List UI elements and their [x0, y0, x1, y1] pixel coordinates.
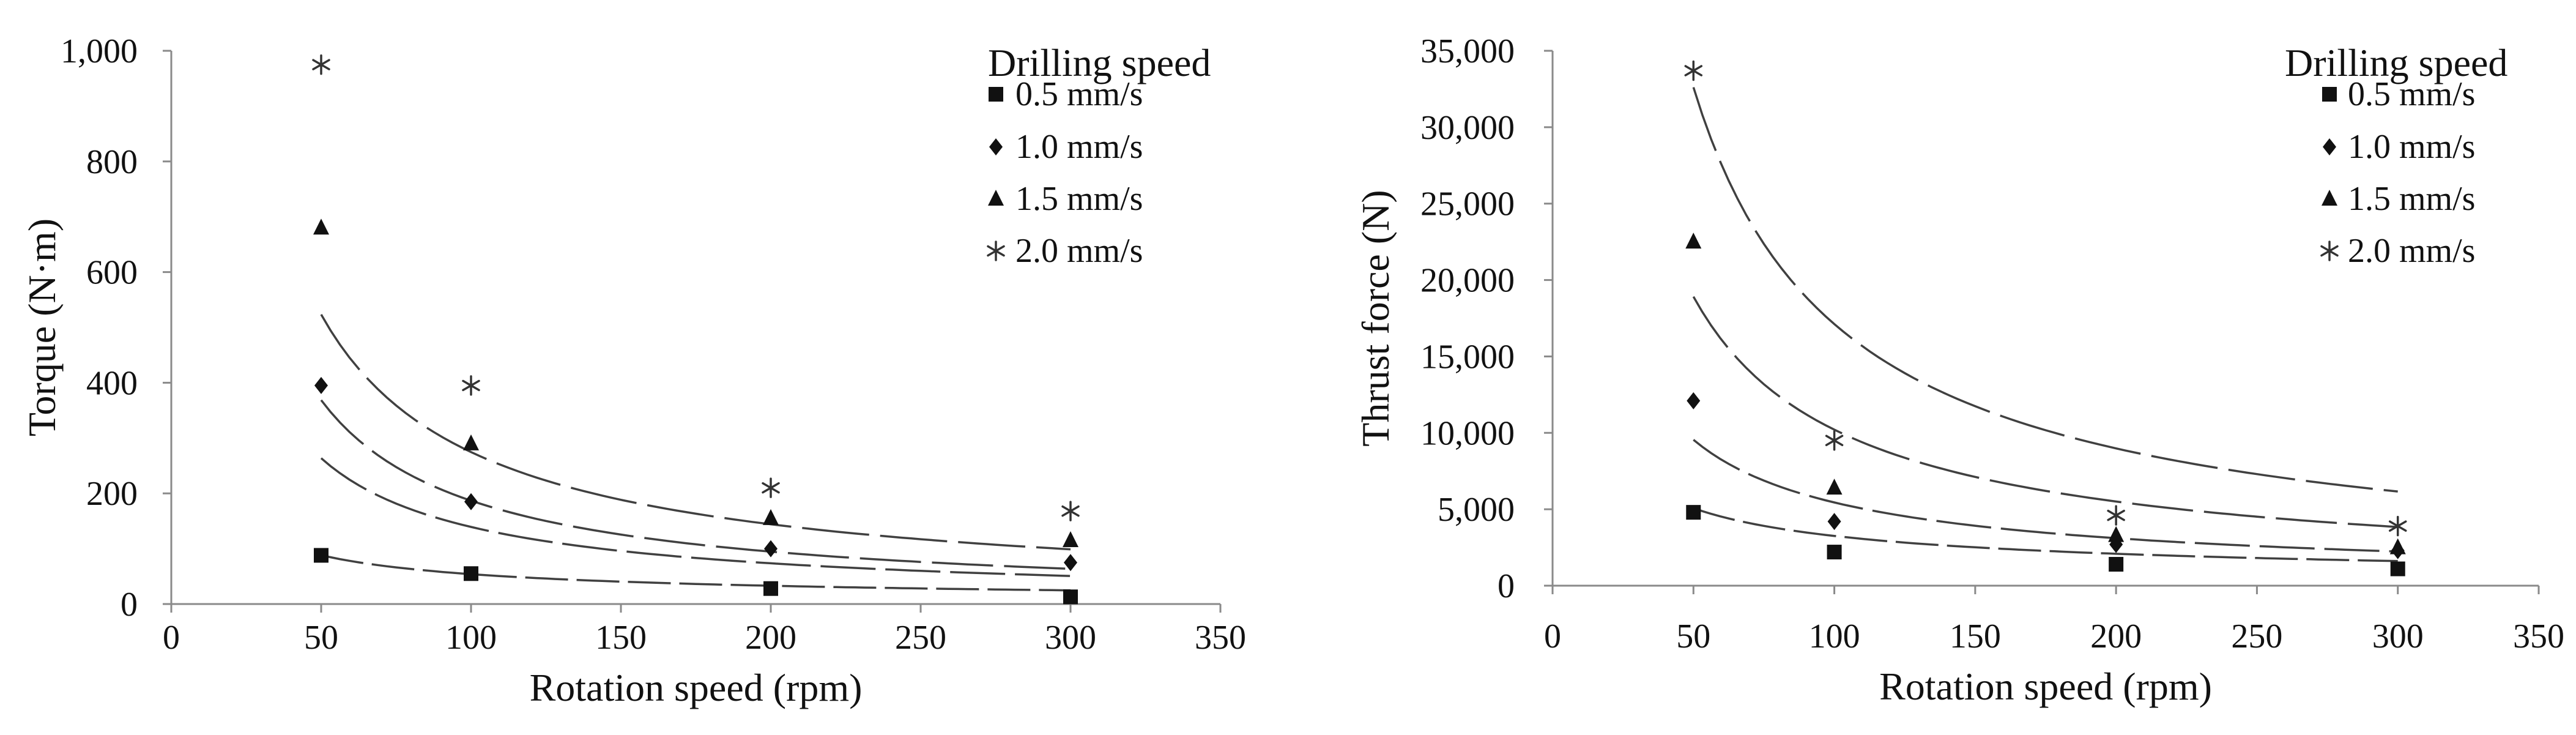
- legend-label: 2.0 mm/s: [2348, 232, 2475, 270]
- y-tick-label: 0: [1498, 567, 1515, 605]
- x-axis-title: Rotation speed (rpm): [530, 666, 863, 709]
- trendline-asterisk: [320, 314, 1071, 551]
- data-point-triangle: [1826, 479, 1843, 495]
- x-tick-label: 250: [895, 619, 946, 657]
- y-axis-title: Torque (N·m): [20, 218, 64, 436]
- y-tick-label: 5,000: [1438, 491, 1515, 529]
- legend-marker-triangle: [988, 190, 1004, 206]
- y-tick-label: 35,000: [1420, 32, 1515, 70]
- data-point-asterisk: [762, 477, 780, 498]
- legend-marker-square: [989, 87, 1003, 102]
- legend-marker-diamond: [989, 138, 1003, 155]
- trendline-square: [1693, 507, 2398, 562]
- y-tick-label: 25,000: [1420, 185, 1515, 223]
- x-axis-title: Rotation speed (rpm): [1879, 665, 2212, 708]
- y-tick-label: 30,000: [1420, 109, 1515, 147]
- data-point-diamond: [1064, 554, 1077, 572]
- legend-marker-square: [2322, 87, 2337, 102]
- x-tick-label: 0: [163, 619, 180, 657]
- legend-title: Drilling speed: [2285, 41, 2507, 84]
- x-tick-label: 50: [304, 619, 338, 657]
- data-point-square: [314, 548, 328, 563]
- legend-marker-diamond: [2323, 138, 2336, 155]
- data-point-asterisk: [2107, 505, 2125, 526]
- x-tick-label: 0: [1544, 617, 1561, 655]
- legend-marker-triangle: [2322, 190, 2337, 206]
- x-tick-label: 300: [2372, 617, 2424, 655]
- data-point-diamond: [764, 540, 778, 558]
- data-point-triangle: [1063, 531, 1078, 548]
- y-tick-label: 0: [121, 586, 138, 624]
- trendline-asterisk: [1692, 87, 2398, 493]
- data-point-square: [464, 566, 478, 581]
- legend-label: 1.0 mm/s: [1015, 128, 1143, 166]
- y-tick-label: 1,000: [61, 32, 138, 70]
- x-tick-label: 350: [1195, 619, 1246, 657]
- data-point-asterisk: [1825, 430, 1844, 451]
- data-point-square: [1063, 589, 1078, 605]
- data-point-triangle: [313, 218, 329, 235]
- x-tick-label: 200: [2090, 617, 2142, 655]
- trendline-diamond: [320, 457, 1071, 577]
- data-point-square: [763, 581, 778, 596]
- x-tick-label: 150: [1950, 617, 2001, 655]
- legend-title: Drilling speed: [988, 41, 1211, 84]
- x-tick-label: 200: [745, 619, 796, 657]
- data-point-diamond: [1687, 392, 1701, 409]
- data-point-triangle: [2108, 526, 2125, 542]
- data-point-triangle: [2389, 538, 2406, 554]
- trendline-square: [321, 554, 1071, 592]
- data-point-diamond: [464, 493, 478, 510]
- data-point-triangle: [763, 509, 779, 525]
- y-tick-label: 15,000: [1420, 338, 1515, 376]
- y-axis-title: Thrust force (N): [1354, 190, 1397, 446]
- y-tick-label: 20,000: [1420, 262, 1515, 300]
- data-point-diamond: [314, 376, 328, 394]
- legend-label: 1.5 mm/s: [1015, 180, 1143, 218]
- data-point-square: [2390, 561, 2405, 576]
- y-tick-label: 600: [86, 254, 138, 292]
- data-point-asterisk: [462, 375, 480, 396]
- data-point-square: [2109, 557, 2124, 572]
- legend-label: 0.5 mm/s: [1015, 75, 1143, 113]
- legend-label: 2.0 mm/s: [1015, 232, 1143, 270]
- x-tick-label: 100: [445, 619, 497, 657]
- legend-marker-asterisk: [987, 241, 1005, 261]
- torque-chart: 0 200 400 600 800 1,000 0 50 100 150 200 250 300 350 R…: [20, 32, 1246, 709]
- y-tick-label: 10,000: [1420, 414, 1515, 452]
- trendline-triangle: [1692, 296, 2398, 528]
- x-tick-label: 150: [595, 619, 647, 657]
- legend-label: 1.5 mm/s: [2348, 180, 2475, 218]
- y-tick-label: 800: [86, 143, 138, 181]
- x-tick-label: 100: [1809, 617, 1860, 655]
- legend-marker-asterisk: [2320, 241, 2339, 261]
- data-point-square: [1827, 545, 1842, 560]
- data-point-asterisk: [1684, 60, 1703, 81]
- data-point-asterisk: [1061, 501, 1080, 521]
- x-tick-label: 300: [1045, 619, 1096, 657]
- x-tick-label: 350: [2513, 617, 2564, 655]
- y-tick-label: 400: [86, 364, 138, 402]
- trendline-triangle: [320, 399, 1071, 570]
- data-point-diamond: [1827, 513, 1841, 531]
- x-tick-label: 250: [2231, 617, 2282, 655]
- legend-label: 0.5 mm/s: [2348, 75, 2475, 113]
- trendline-diamond: [1693, 439, 2398, 553]
- data-point-triangle: [463, 434, 479, 450]
- data-point-triangle: [1685, 233, 1702, 249]
- thrust-force-chart: 0 5,000 10,000 15,000 20,000 25,000 30,000 35,0…: [1354, 32, 2564, 708]
- data-point-asterisk: [2388, 515, 2407, 537]
- x-tick-label: 50: [1676, 617, 1710, 655]
- y-tick-label: 200: [86, 475, 138, 513]
- legend-label: 1.0 mm/s: [2348, 128, 2475, 166]
- data-point-square: [1686, 505, 1701, 520]
- data-point-asterisk: [312, 54, 330, 75]
